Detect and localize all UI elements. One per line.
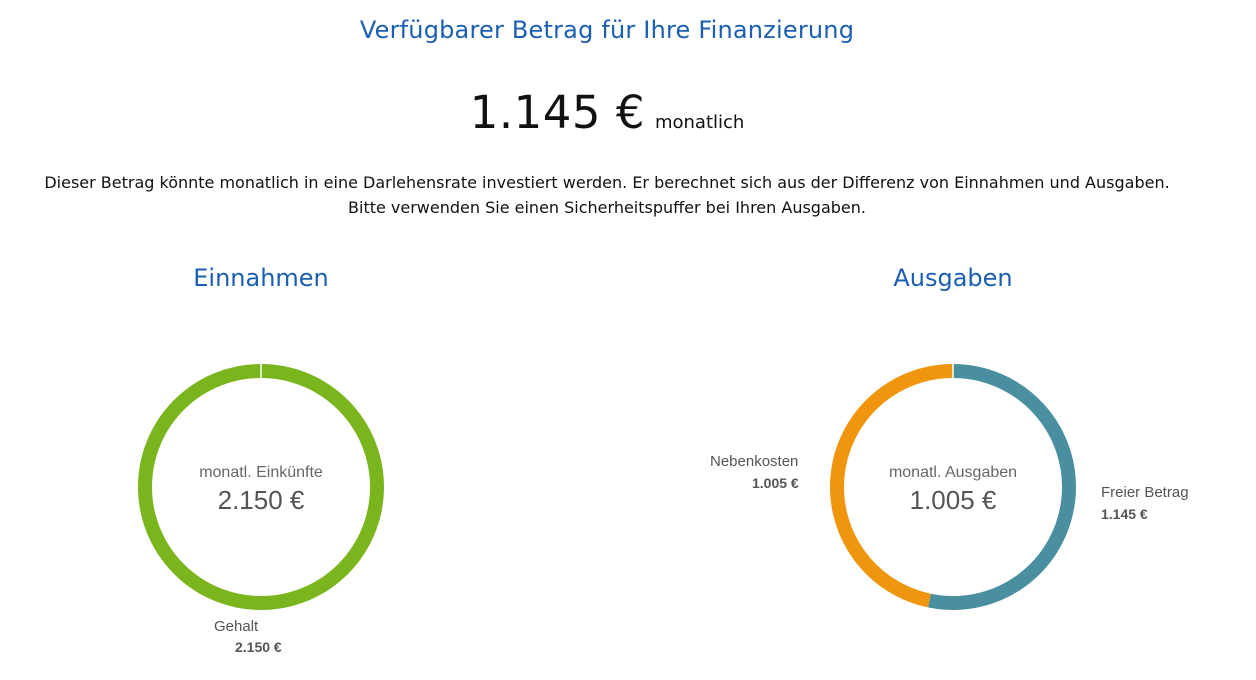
expenses-center-label: monatl. Ausgaben: [889, 464, 1017, 481]
income-center-label: monatl. Einkünfte: [199, 464, 323, 481]
income-slice-label-gehalt: Gehalt: [214, 618, 259, 635]
expenses-slice-value-freier-betrag: 1.145 €: [1101, 506, 1148, 522]
expenses-center-value: 1.005 €: [910, 485, 997, 515]
expenses-donut-chart: monatl. Ausgaben 1.005 €: [830, 363, 1076, 610]
amount-unit: monatlich: [654, 112, 745, 133]
expenses-slice-label-freier-betrag: Freier Betrag: [1101, 484, 1189, 501]
page-title: Verfügbarer Betrag für Ihre Finanzierung: [359, 16, 855, 44]
income-donut-chart: monatl. Einkünfte 2.150 €: [138, 363, 384, 610]
amount-value: 1.145 €: [469, 86, 645, 139]
expenses-slice-nebenkosten[interactable]: [830, 364, 954, 608]
expenses-slice-label-nebenkosten: Nebenkosten: [710, 453, 799, 470]
expenses-title: Ausgaben: [893, 264, 1013, 292]
available-amount: 1.145 € monatlich: [0, 86, 1214, 139]
description-line-2: Bitte verwenden Sie einen Sicherheitspuf…: [348, 198, 866, 217]
income-slice-value-gehalt: 2.150 €: [235, 639, 282, 655]
description: Dieser Betrag könnte monatlich in eine D…: [0, 170, 1214, 220]
income-center-value: 2.150 €: [218, 485, 305, 515]
income-title: Einnahmen: [193, 264, 329, 292]
expenses-slice-freier-betrag[interactable]: [928, 364, 1076, 610]
description-line-1: Dieser Betrag könnte monatlich in eine D…: [44, 173, 1170, 192]
expenses-slice-value-nebenkosten: 1.005 €: [752, 475, 799, 491]
